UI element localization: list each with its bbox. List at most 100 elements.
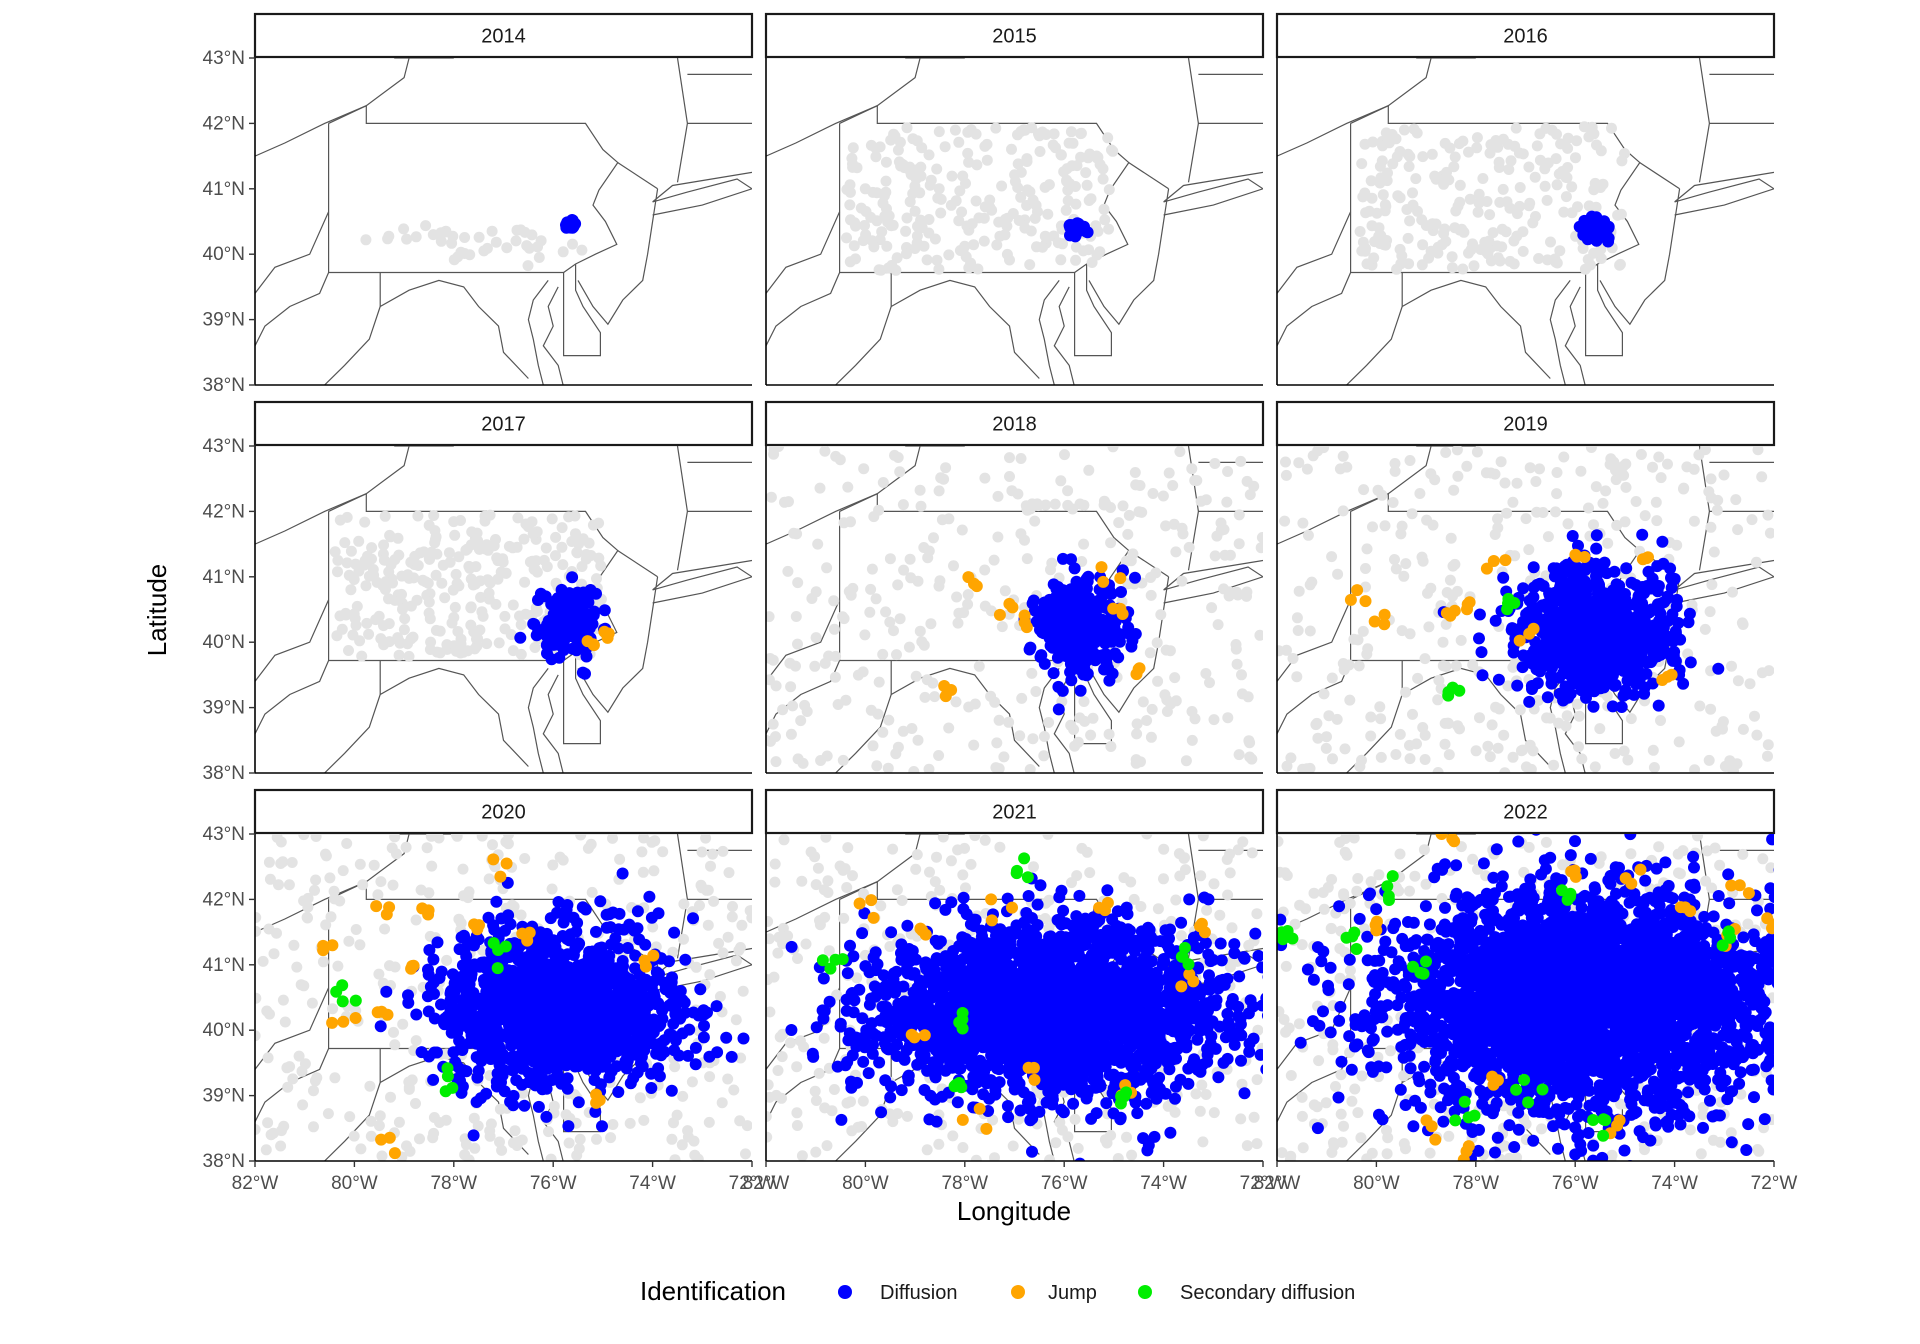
observation-point — [327, 1003, 339, 1015]
diffusion-point — [698, 1008, 711, 1021]
observation-point — [1551, 488, 1563, 500]
observation-point — [457, 863, 469, 875]
observation-point — [993, 714, 1005, 726]
observation-point — [1021, 553, 1033, 565]
observation-point — [1425, 468, 1437, 480]
observation-point — [400, 841, 412, 853]
observation-point — [1489, 529, 1501, 540]
observation-point — [519, 226, 531, 238]
diffusion-point — [1672, 617, 1685, 629]
diffusion-point — [465, 1029, 478, 1042]
observation-point — [320, 919, 332, 931]
observation-point — [1588, 519, 1599, 531]
observation-point — [345, 584, 357, 596]
diffusion-point — [1602, 659, 1615, 672]
observation-point — [1704, 606, 1716, 618]
observation-point — [1752, 446, 1764, 456]
observation-point — [399, 613, 411, 625]
observation-point — [1441, 166, 1452, 178]
diffusion-point — [611, 1035, 624, 1048]
observation-point — [428, 1112, 440, 1123]
observation-point — [844, 256, 856, 268]
observation-point — [890, 264, 902, 276]
diffusion-point — [679, 953, 692, 966]
observation-point — [345, 545, 357, 557]
observation-point — [392, 632, 404, 644]
observation-point — [933, 126, 945, 138]
diffusion-point — [1572, 623, 1585, 636]
observation-point — [583, 537, 595, 549]
diffusion-point — [1617, 689, 1630, 702]
boundary-line — [1599, 188, 1681, 326]
observation-point — [1389, 465, 1401, 477]
observation-point — [1471, 446, 1483, 458]
observation-point — [985, 690, 997, 702]
diffusion-point — [624, 1077, 637, 1090]
diffusion-point — [621, 1024, 634, 1037]
observation-point — [949, 124, 961, 136]
observation-point — [1131, 718, 1143, 730]
observation-point — [1087, 712, 1099, 724]
observation-point — [1441, 587, 1453, 598]
diffusion-point — [1102, 662, 1115, 675]
observation-point — [423, 607, 435, 619]
observation-point — [1504, 202, 1516, 214]
observation-point — [1432, 247, 1444, 259]
observation-point — [785, 728, 797, 740]
observation-point — [453, 551, 465, 563]
observation-point — [1561, 710, 1573, 722]
observation-point — [1412, 205, 1423, 217]
observation-point — [1496, 223, 1508, 235]
observation-point — [1647, 744, 1659, 756]
observation-point — [1398, 570, 1410, 582]
observation-point — [1208, 714, 1220, 726]
observation-point — [1031, 498, 1043, 510]
observation-point — [1705, 703, 1717, 715]
boundary-line — [1128, 162, 1169, 190]
boundary-line — [255, 58, 410, 157]
observation-point — [1514, 704, 1526, 716]
diffusion-point — [571, 916, 584, 929]
observation-point — [378, 539, 390, 551]
observation-point — [991, 239, 1003, 251]
diffusion-point — [575, 972, 588, 985]
observation-point — [894, 466, 906, 478]
diffusion-point — [711, 1046, 724, 1059]
observation-point — [393, 1116, 405, 1128]
observation-point — [412, 510, 424, 522]
observation-point — [931, 163, 943, 175]
jump-point — [1114, 572, 1127, 585]
observation-point — [1016, 692, 1028, 704]
observation-point — [279, 1016, 291, 1028]
observation-point — [1006, 485, 1018, 497]
observation-point — [1560, 720, 1572, 732]
observation-point — [433, 834, 445, 844]
observation-point — [1038, 750, 1050, 762]
observation-point — [962, 147, 974, 159]
observation-point — [1520, 513, 1532, 525]
observation-point — [1256, 532, 1263, 543]
observation-point — [1356, 158, 1368, 170]
diffusion-point — [1026, 597, 1039, 610]
boundary-line — [1674, 559, 1774, 591]
diffusion-point — [435, 998, 447, 1011]
observation-point — [348, 574, 360, 585]
observation-point — [277, 994, 289, 1006]
observation-point — [264, 1008, 275, 1020]
observation-point — [828, 595, 840, 607]
observation-point — [410, 231, 422, 243]
diffusion-point — [689, 1058, 702, 1071]
observation-point — [322, 1108, 334, 1120]
observation-point — [888, 128, 900, 140]
observation-point — [735, 942, 746, 953]
observation-point — [332, 960, 344, 972]
observation-point — [351, 600, 363, 612]
observation-point — [1437, 636, 1449, 648]
observation-point — [1395, 258, 1407, 270]
observation-point — [1540, 570, 1552, 582]
observation-point — [1360, 563, 1371, 574]
observation-point — [1483, 235, 1495, 247]
observation-point — [426, 860, 438, 872]
observation-point — [1484, 751, 1496, 763]
observation-point — [1146, 703, 1158, 715]
